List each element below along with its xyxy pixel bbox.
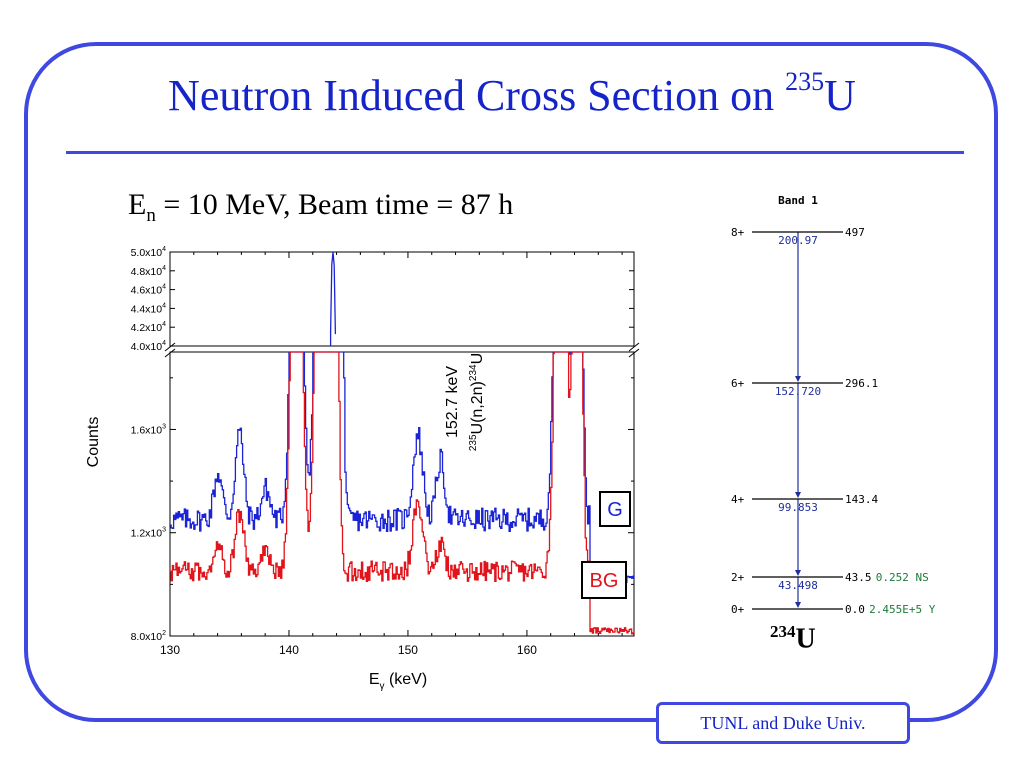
level-energy: 296.1: [845, 377, 878, 390]
level-spin: 4+: [731, 493, 745, 506]
y-tick-label: 8.0x102: [131, 630, 167, 643]
axis-break-mark: [628, 348, 640, 358]
axis-break-mark: [164, 342, 176, 352]
series-layer: [170, 251, 635, 635]
footer-affiliation: TUNL and Duke Univ.: [656, 702, 910, 744]
level-halflife: 2.455E+5 Y: [869, 603, 936, 616]
gamma-spectrum-chart: 130 140 150 160 8.0x102 1.2x103 1.6x103 4.0x104…: [85, 246, 640, 692]
axes-layer: [164, 251, 640, 637]
level-spin: 6+: [731, 377, 745, 390]
slide-subtitle: En = 10 MeV, Beam time = 87 h: [128, 188, 513, 227]
x-tick-label: 150: [398, 643, 418, 657]
band-label: Band 1: [778, 194, 818, 207]
level-energy: 143.4: [845, 493, 878, 506]
legend-box-G: [599, 491, 631, 527]
upper-panel-frame: [169, 251, 635, 347]
gamma-energy: 99.853: [778, 501, 818, 514]
gamma-energy: 152.720: [775, 385, 821, 398]
legend-label-BG: BG: [590, 570, 619, 592]
peak-energy-annotation: 152.7 keV: [444, 366, 461, 438]
nucleus-label: 234U: [770, 622, 816, 655]
y-tick-label: 4.0x104: [131, 340, 167, 353]
level-halflife: 0.252 NS: [876, 571, 929, 584]
labels-layer: 130 140 150 160 8.0x102 1.2x103 1.6x103 4.0x104…: [85, 246, 631, 692]
title-main: Neutron Induced Cross Section on: [168, 71, 786, 120]
transition-arrow: [795, 376, 801, 382]
y-tick-label: 5.0x104: [131, 246, 167, 259]
gamma-energy: 43.498: [778, 579, 818, 592]
series-line-BG: [170, 351, 635, 635]
x-tick-label: 140: [279, 643, 299, 657]
lower-panel-frame: [169, 351, 635, 637]
y-tick-label: 4.2x104: [131, 321, 167, 334]
y-tick-label: 1.6x103: [131, 423, 167, 436]
title-mass-number: 235: [785, 67, 825, 97]
transition-arrow: [795, 602, 801, 608]
slide-frame: [24, 42, 998, 722]
transition-arrow: [795, 492, 801, 498]
subtitle-energy-symbol: E: [128, 188, 147, 221]
series-line-upper-G: [329, 251, 337, 346]
nucleus-symbol: U: [795, 623, 816, 655]
x-axis-label: Eγ (keV): [369, 671, 427, 692]
slide-title: Neutron Induced Cross Section on 235U: [0, 67, 1024, 121]
subtitle-text: = 10 MeV, Beam time = 87 h: [155, 188, 514, 221]
legend-box-BG: [581, 561, 627, 599]
y-tick-label: 4.8x104: [131, 265, 167, 278]
footer-text: TUNL and Duke Univ.: [700, 713, 866, 733]
legend-label-G: G: [607, 499, 623, 521]
y-tick-label: 4.4x104: [131, 302, 167, 315]
y-tick-label: 4.6x104: [131, 284, 167, 297]
level-energy: 497: [845, 226, 865, 239]
level-energy: 43.5: [845, 571, 872, 584]
subtitle-energy-sub: n: [146, 205, 156, 226]
transition-arrow: [795, 570, 801, 576]
axis-break-mark: [628, 342, 640, 352]
series-line-G: [170, 351, 635, 584]
title-element: U: [824, 71, 856, 120]
level-spin: 2+: [731, 571, 745, 584]
x-tick-label: 130: [160, 643, 180, 657]
nucleus-mass-number: 234: [770, 622, 796, 641]
y-tick-label: 1.2x103: [131, 527, 167, 540]
level-scheme-diagram: Band 1 8+ 497 200.97 6+ 296.1 152.720 4+ 143.4 99…: [731, 194, 936, 616]
gamma-energy: 200.97: [778, 234, 818, 247]
level-spin: 8+: [731, 226, 745, 239]
reaction-annotation: 235U(n,2n)234U: [468, 353, 486, 451]
x-tick-label: 160: [517, 643, 537, 657]
y-axis-label: Counts: [85, 417, 102, 468]
level-spin: 0+: [731, 603, 745, 616]
axis-break-mark: [164, 348, 176, 358]
level-energy: 0.0: [845, 603, 865, 616]
title-rule: [66, 151, 964, 154]
